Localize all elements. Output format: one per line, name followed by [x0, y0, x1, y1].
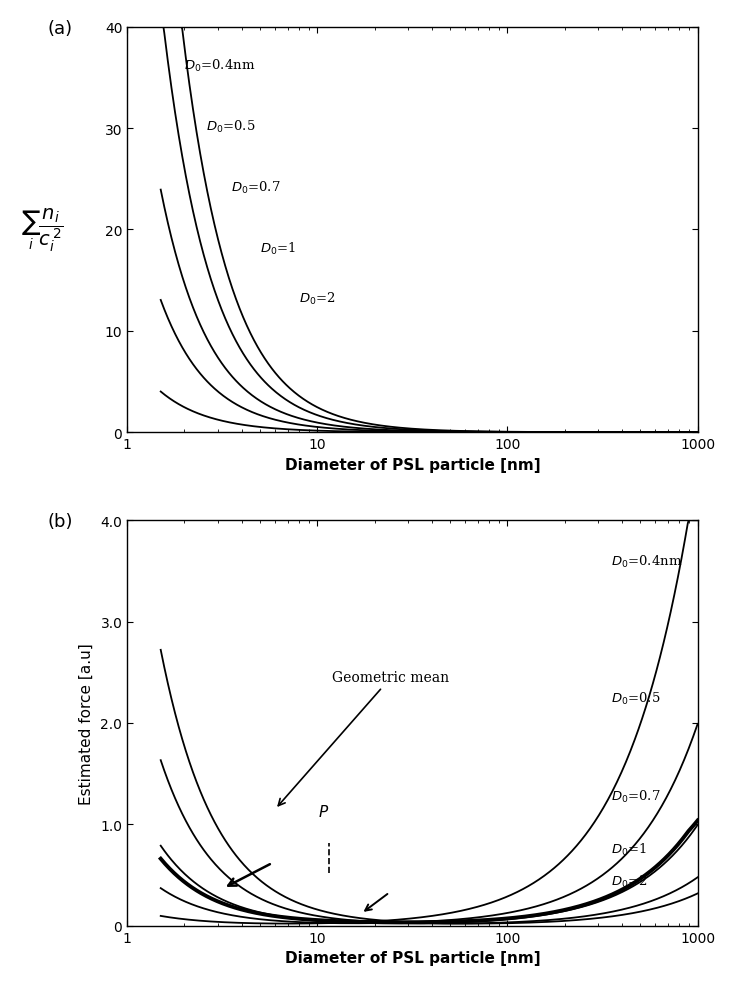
Text: (a): (a): [47, 20, 73, 37]
Text: $D_0$=1: $D_0$=1: [611, 841, 647, 857]
Text: $D_0$=0.5: $D_0$=0.5: [206, 119, 255, 135]
Text: $D_0$=2: $D_0$=2: [611, 874, 648, 889]
Text: $D_0$=0.7: $D_0$=0.7: [230, 179, 280, 195]
Text: Geometric mean: Geometric mean: [278, 670, 450, 806]
Text: (b): (b): [47, 513, 73, 530]
X-axis label: Diameter of PSL particle [nm]: Diameter of PSL particle [nm]: [285, 951, 540, 965]
Y-axis label: $\sum_i \dfrac{n_i}{c_i^{\,2}}$: $\sum_i \dfrac{n_i}{c_i^{\,2}}$: [21, 207, 63, 254]
Text: $D_0$=2: $D_0$=2: [299, 291, 336, 307]
Text: $D_0$=0.4nm: $D_0$=0.4nm: [185, 58, 256, 74]
Text: $P$: $P$: [318, 804, 329, 819]
X-axis label: Diameter of PSL particle [nm]: Diameter of PSL particle [nm]: [285, 458, 540, 472]
Text: $D_0$=0.7: $D_0$=0.7: [611, 788, 661, 805]
Y-axis label: Estimated force [a.u]: Estimated force [a.u]: [79, 643, 93, 804]
Text: $D_0$=0.5: $D_0$=0.5: [611, 690, 660, 706]
Text: $D_0$=1: $D_0$=1: [260, 241, 296, 256]
Text: $D_0$=0.4nm: $D_0$=0.4nm: [611, 553, 682, 569]
